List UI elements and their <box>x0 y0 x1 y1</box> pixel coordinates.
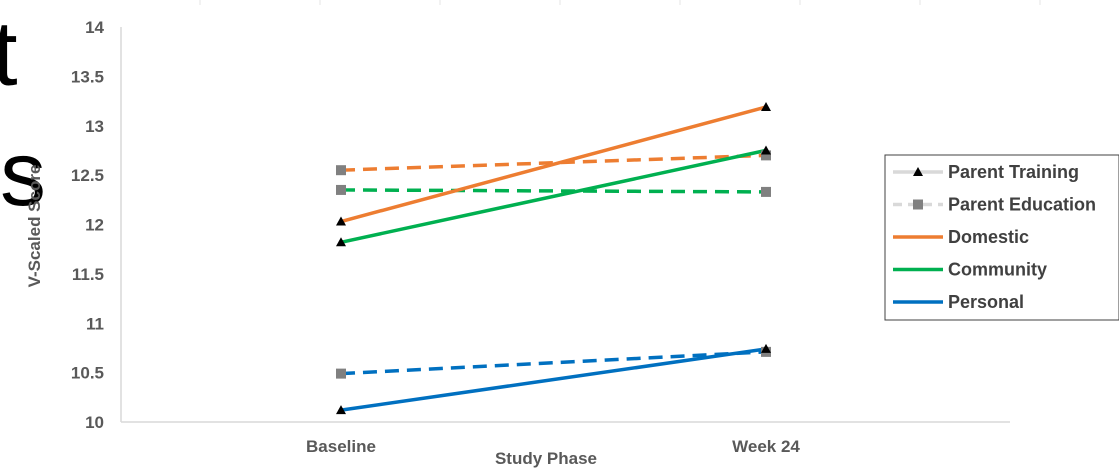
y-tick-labels: 10 10.5 11 11.5 12 12.5 13 13.5 14 <box>71 18 105 432</box>
legend-label: Parent Training <box>948 162 1079 182</box>
series-line-domestic-parent-education <box>340 153 767 172</box>
y-tick-label: 11 <box>86 314 104 333</box>
series-markers <box>336 101 771 415</box>
background-text-fragment: t <box>0 3 18 105</box>
legend-box <box>884 154 1119 321</box>
data-point-marker <box>761 145 771 155</box>
series-line-personal-parent-education <box>340 350 767 376</box>
legend-label: Domestic <box>948 227 1029 247</box>
data-point-marker <box>913 167 923 176</box>
x-tick-label: Week 24 <box>732 437 800 456</box>
y-tick-label: 10.5 <box>71 364 104 383</box>
y-tick-label: 11.5 <box>72 265 104 284</box>
series-line-domestic-parent-training <box>340 105 767 224</box>
series-line-community-parent-training <box>340 148 767 244</box>
series-line-personal-parent-training <box>340 347 767 412</box>
data-point-marker <box>913 199 923 210</box>
data-point-marker <box>336 184 346 195</box>
legend-label: Community <box>948 260 1047 280</box>
y-tick-label: 13.5 <box>71 67 104 86</box>
data-point-marker <box>761 150 771 161</box>
data-point-marker <box>761 101 771 111</box>
y-tick-label: 10 <box>85 413 104 432</box>
y-tick-label: 14 <box>85 18 104 37</box>
series-lines <box>340 105 767 412</box>
y-tick-label: 13 <box>85 117 104 136</box>
chart-top-border <box>199 0 1041 5</box>
y-axis-title: V-Scaled Score <box>25 165 44 288</box>
x-tick-labels: Baseline Week 24 <box>306 437 800 456</box>
data-point-marker <box>336 368 346 379</box>
x-tick-label: Baseline <box>306 437 376 456</box>
legend-label: Personal <box>948 292 1024 312</box>
data-point-marker <box>761 186 771 197</box>
data-point-marker <box>336 216 346 226</box>
data-point-marker <box>761 343 771 353</box>
legend: Parent Training Parent Education Domestic C… <box>884 154 1119 321</box>
x-axis-title: Study Phase <box>495 449 597 468</box>
data-point-marker <box>336 237 346 247</box>
data-point-marker <box>336 405 346 415</box>
background-text-fragment: s <box>0 123 46 225</box>
y-tick-label: 12.5 <box>71 166 104 185</box>
legend-label: Parent Education <box>948 195 1096 215</box>
data-point-marker <box>336 165 346 176</box>
series-line-community-parent-education <box>340 188 767 194</box>
y-tick-label: 12 <box>85 216 104 235</box>
